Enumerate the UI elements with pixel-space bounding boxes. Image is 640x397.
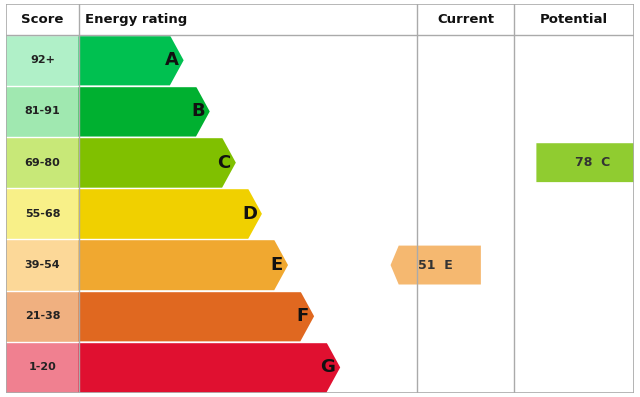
Text: 21-38: 21-38 [25,311,60,321]
Polygon shape [79,86,210,137]
Text: Score: Score [21,13,63,26]
Text: Current: Current [437,13,494,26]
Text: A: A [164,51,179,69]
Text: 39-54: 39-54 [25,260,60,270]
Text: 92+: 92+ [30,55,55,65]
Polygon shape [536,143,640,182]
Bar [6,137,79,188]
Text: D: D [242,205,257,223]
Polygon shape [79,35,184,85]
Text: 55-68: 55-68 [25,209,60,219]
Text: E: E [271,256,283,274]
Text: B: B [191,102,205,120]
Text: 51  E: 51 E [419,258,453,272]
Text: 78  C: 78 C [575,156,611,169]
Bar [6,86,79,137]
Bar [6,239,79,291]
Bar [6,188,79,239]
Text: 69-80: 69-80 [24,158,60,168]
Bar [6,342,79,393]
Text: Energy rating: Energy rating [85,13,187,26]
Text: 1-20: 1-20 [29,362,56,372]
Bar [6,291,79,342]
Polygon shape [79,291,314,341]
Text: G: G [320,358,335,376]
Text: Potential: Potential [540,13,608,26]
Polygon shape [79,240,288,290]
Text: C: C [218,154,231,172]
Text: F: F [297,307,309,325]
Polygon shape [79,189,262,239]
Text: 81-91: 81-91 [24,106,60,116]
Polygon shape [390,246,481,285]
Polygon shape [79,342,340,393]
Polygon shape [79,137,236,188]
Bar [6,35,79,86]
